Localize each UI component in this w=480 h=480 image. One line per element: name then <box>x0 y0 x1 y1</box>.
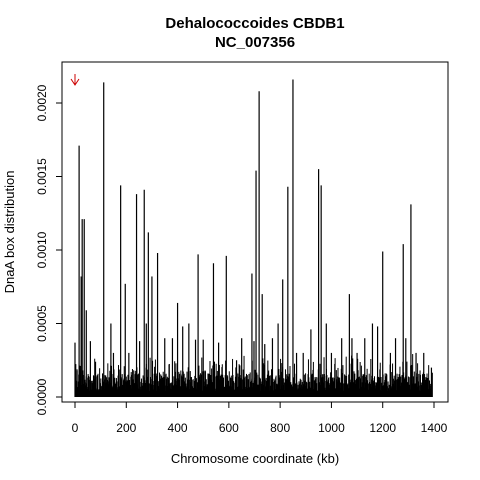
y-tick-label: 0.0010 <box>35 231 49 268</box>
plot-frame <box>61 61 449 403</box>
y-tick-label: 0.0005 <box>35 305 49 342</box>
y-tick-label: 0.0000 <box>35 378 49 415</box>
x-tick-label: 200 <box>116 421 136 435</box>
x-axis-label: Chromosome coordinate (kb) <box>171 451 339 466</box>
y-tick-label: 0.0015 <box>35 158 49 195</box>
chart-subtitle: NC_007356 <box>215 34 295 51</box>
chart-title: Dehalococcoides CBDB1 <box>165 15 344 32</box>
arrow-marker <box>70 74 80 86</box>
arrow-head <box>70 78 80 86</box>
y-axis-label: DnaA box distribution <box>2 171 17 294</box>
y-axis: 0.0000 0.0005 0.0010 0.0015 0.0020 <box>35 84 63 415</box>
x-tick-label: 1000 <box>318 421 345 435</box>
bars-group <box>74 79 433 397</box>
x-tick-label: 400 <box>168 421 188 435</box>
x-tick-label: 1200 <box>369 421 396 435</box>
x-axis: 0 200 400 600 800 1000 1200 1400 <box>72 401 448 435</box>
x-tick-label: 1400 <box>421 421 448 435</box>
x-tick-label: 0 <box>72 421 79 435</box>
y-tick-label: 0.0020 <box>35 84 49 121</box>
x-tick-label: 600 <box>219 421 239 435</box>
x-tick-label: 800 <box>270 421 290 435</box>
